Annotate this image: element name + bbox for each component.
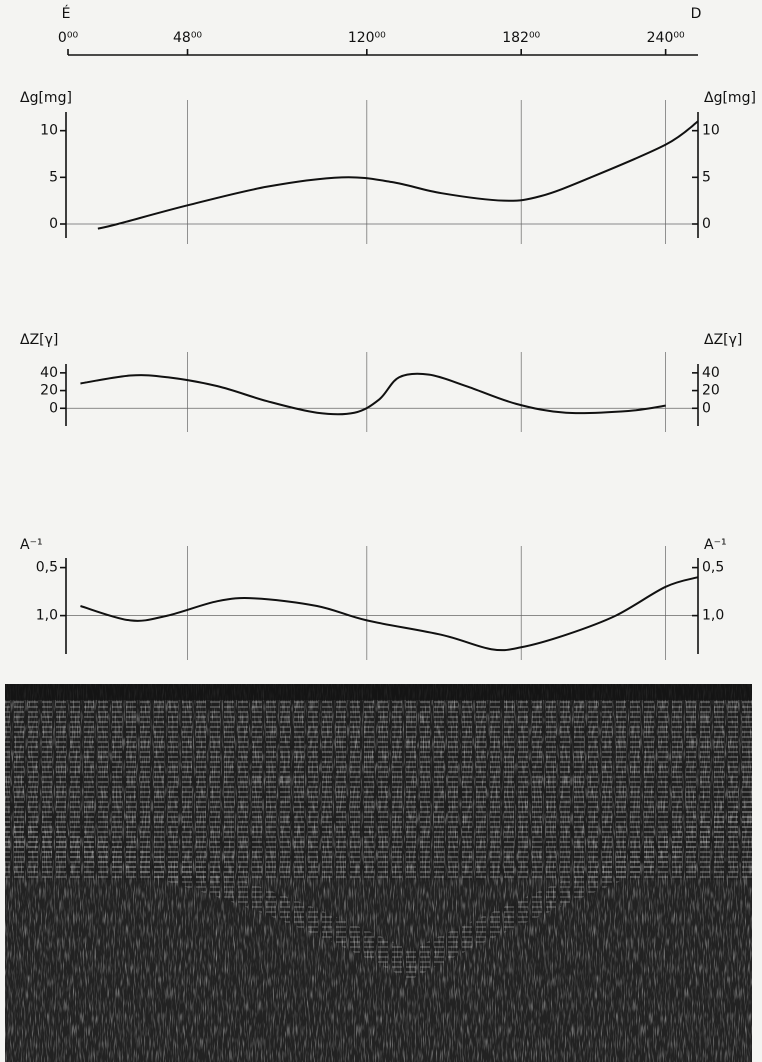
y-axis-title-right: ΔZ[γ] [704,332,742,348]
seismic-section [5,684,752,1062]
profile-line [80,576,699,652]
y-tick-label-right: 10 [702,123,720,139]
y-tick-label-right: 0 [702,400,711,416]
start-label: É [62,5,71,22]
profile-line [80,372,666,416]
y-tick-label: 0,5 [36,560,58,576]
y-axis-title: Δg[mg] [20,90,72,106]
y-tick-label-right: 0 [702,216,711,232]
y-tick-label: 20 [40,383,58,399]
y-axis-title-right: A⁻¹ [704,537,727,553]
y-axis-title: ΔZ[γ] [20,332,58,348]
y-tick-label: 0 [49,400,58,416]
end-label: D [691,6,702,22]
y-tick-label-right: 5 [702,169,711,185]
y-tick-label-right: 0,5 [702,560,724,576]
y-tick-label: 10 [40,123,58,139]
x-tick-label: 182⁰⁰ [502,30,540,46]
y-tick-label: 5 [49,169,58,185]
y-axis-title-right: Δg[mg] [704,90,756,106]
y-axis-title: A⁻¹ [20,537,43,553]
y-tick-label: 0 [49,216,58,232]
y-tick-label: 1,0 [36,608,58,624]
y-tick-label-right: 20 [702,383,720,399]
x-tick-label: 120⁰⁰ [348,30,386,46]
x-tick-label: 0⁰⁰ [58,30,79,46]
y-tick-label-right: 1,0 [702,608,724,624]
y-tick-label-right: 40 [702,365,720,381]
x-tick-label: 240⁰⁰ [647,30,685,46]
x-tick-label: 48⁰⁰ [173,30,202,46]
profile-line [97,120,699,230]
y-tick-label: 40 [40,365,58,381]
